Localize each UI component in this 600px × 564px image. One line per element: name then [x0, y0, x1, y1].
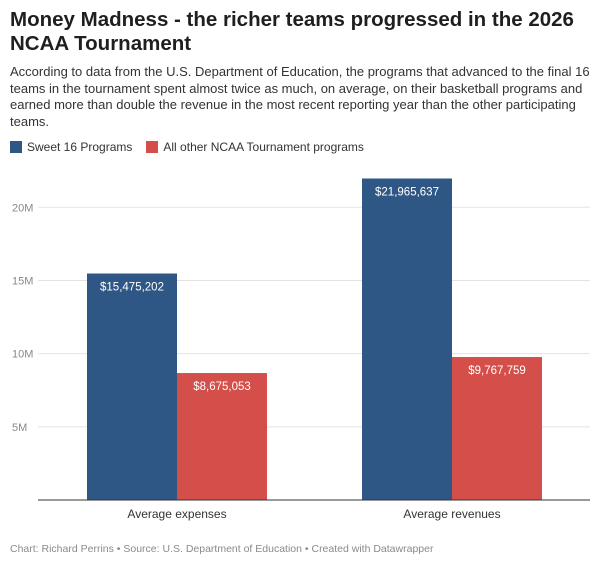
bar	[452, 357, 542, 500]
y-tick-label: 5M	[12, 422, 27, 434]
x-tick-label: Average revenues	[403, 507, 500, 521]
bar-value-label: $21,965,637	[375, 187, 439, 199]
x-tick-label: Average expenses	[127, 507, 226, 521]
y-tick-label: 15M	[12, 275, 33, 287]
chart-footer: Chart: Richard Perrins • Source: U.S. De…	[10, 543, 434, 555]
y-tick-label: 20M	[12, 202, 33, 214]
bar-value-label: $9,767,759	[468, 365, 526, 377]
chart-title: Money Madness - the richer teams progres…	[10, 8, 574, 55]
bar	[87, 273, 177, 500]
bar	[177, 373, 267, 500]
legend-label-others: All other NCAA Tournament programs	[163, 140, 364, 154]
bar	[362, 178, 452, 501]
y-tick-label: 10M	[12, 349, 33, 361]
bar-chart: 5M 10M 15M 20M $15,475,202 $8,675,053 Average …	[12, 178, 590, 521]
bar-value-label: $8,675,053	[193, 381, 251, 393]
legend: Sweet 16 Programs All other NCAA Tournam…	[10, 140, 590, 154]
chart-subtitle: According to data from the U.S. Departme…	[10, 64, 590, 129]
legend-swatch-sweet16	[10, 141, 22, 153]
legend-label-sweet16: Sweet 16 Programs	[27, 140, 133, 154]
legend-swatch-others	[146, 141, 159, 153]
legend-item-others: All other NCAA Tournament programs	[146, 140, 364, 154]
bar-value-label: $15,475,202	[100, 281, 164, 293]
legend-item-sweet16: Sweet 16 Programs	[10, 140, 132, 154]
